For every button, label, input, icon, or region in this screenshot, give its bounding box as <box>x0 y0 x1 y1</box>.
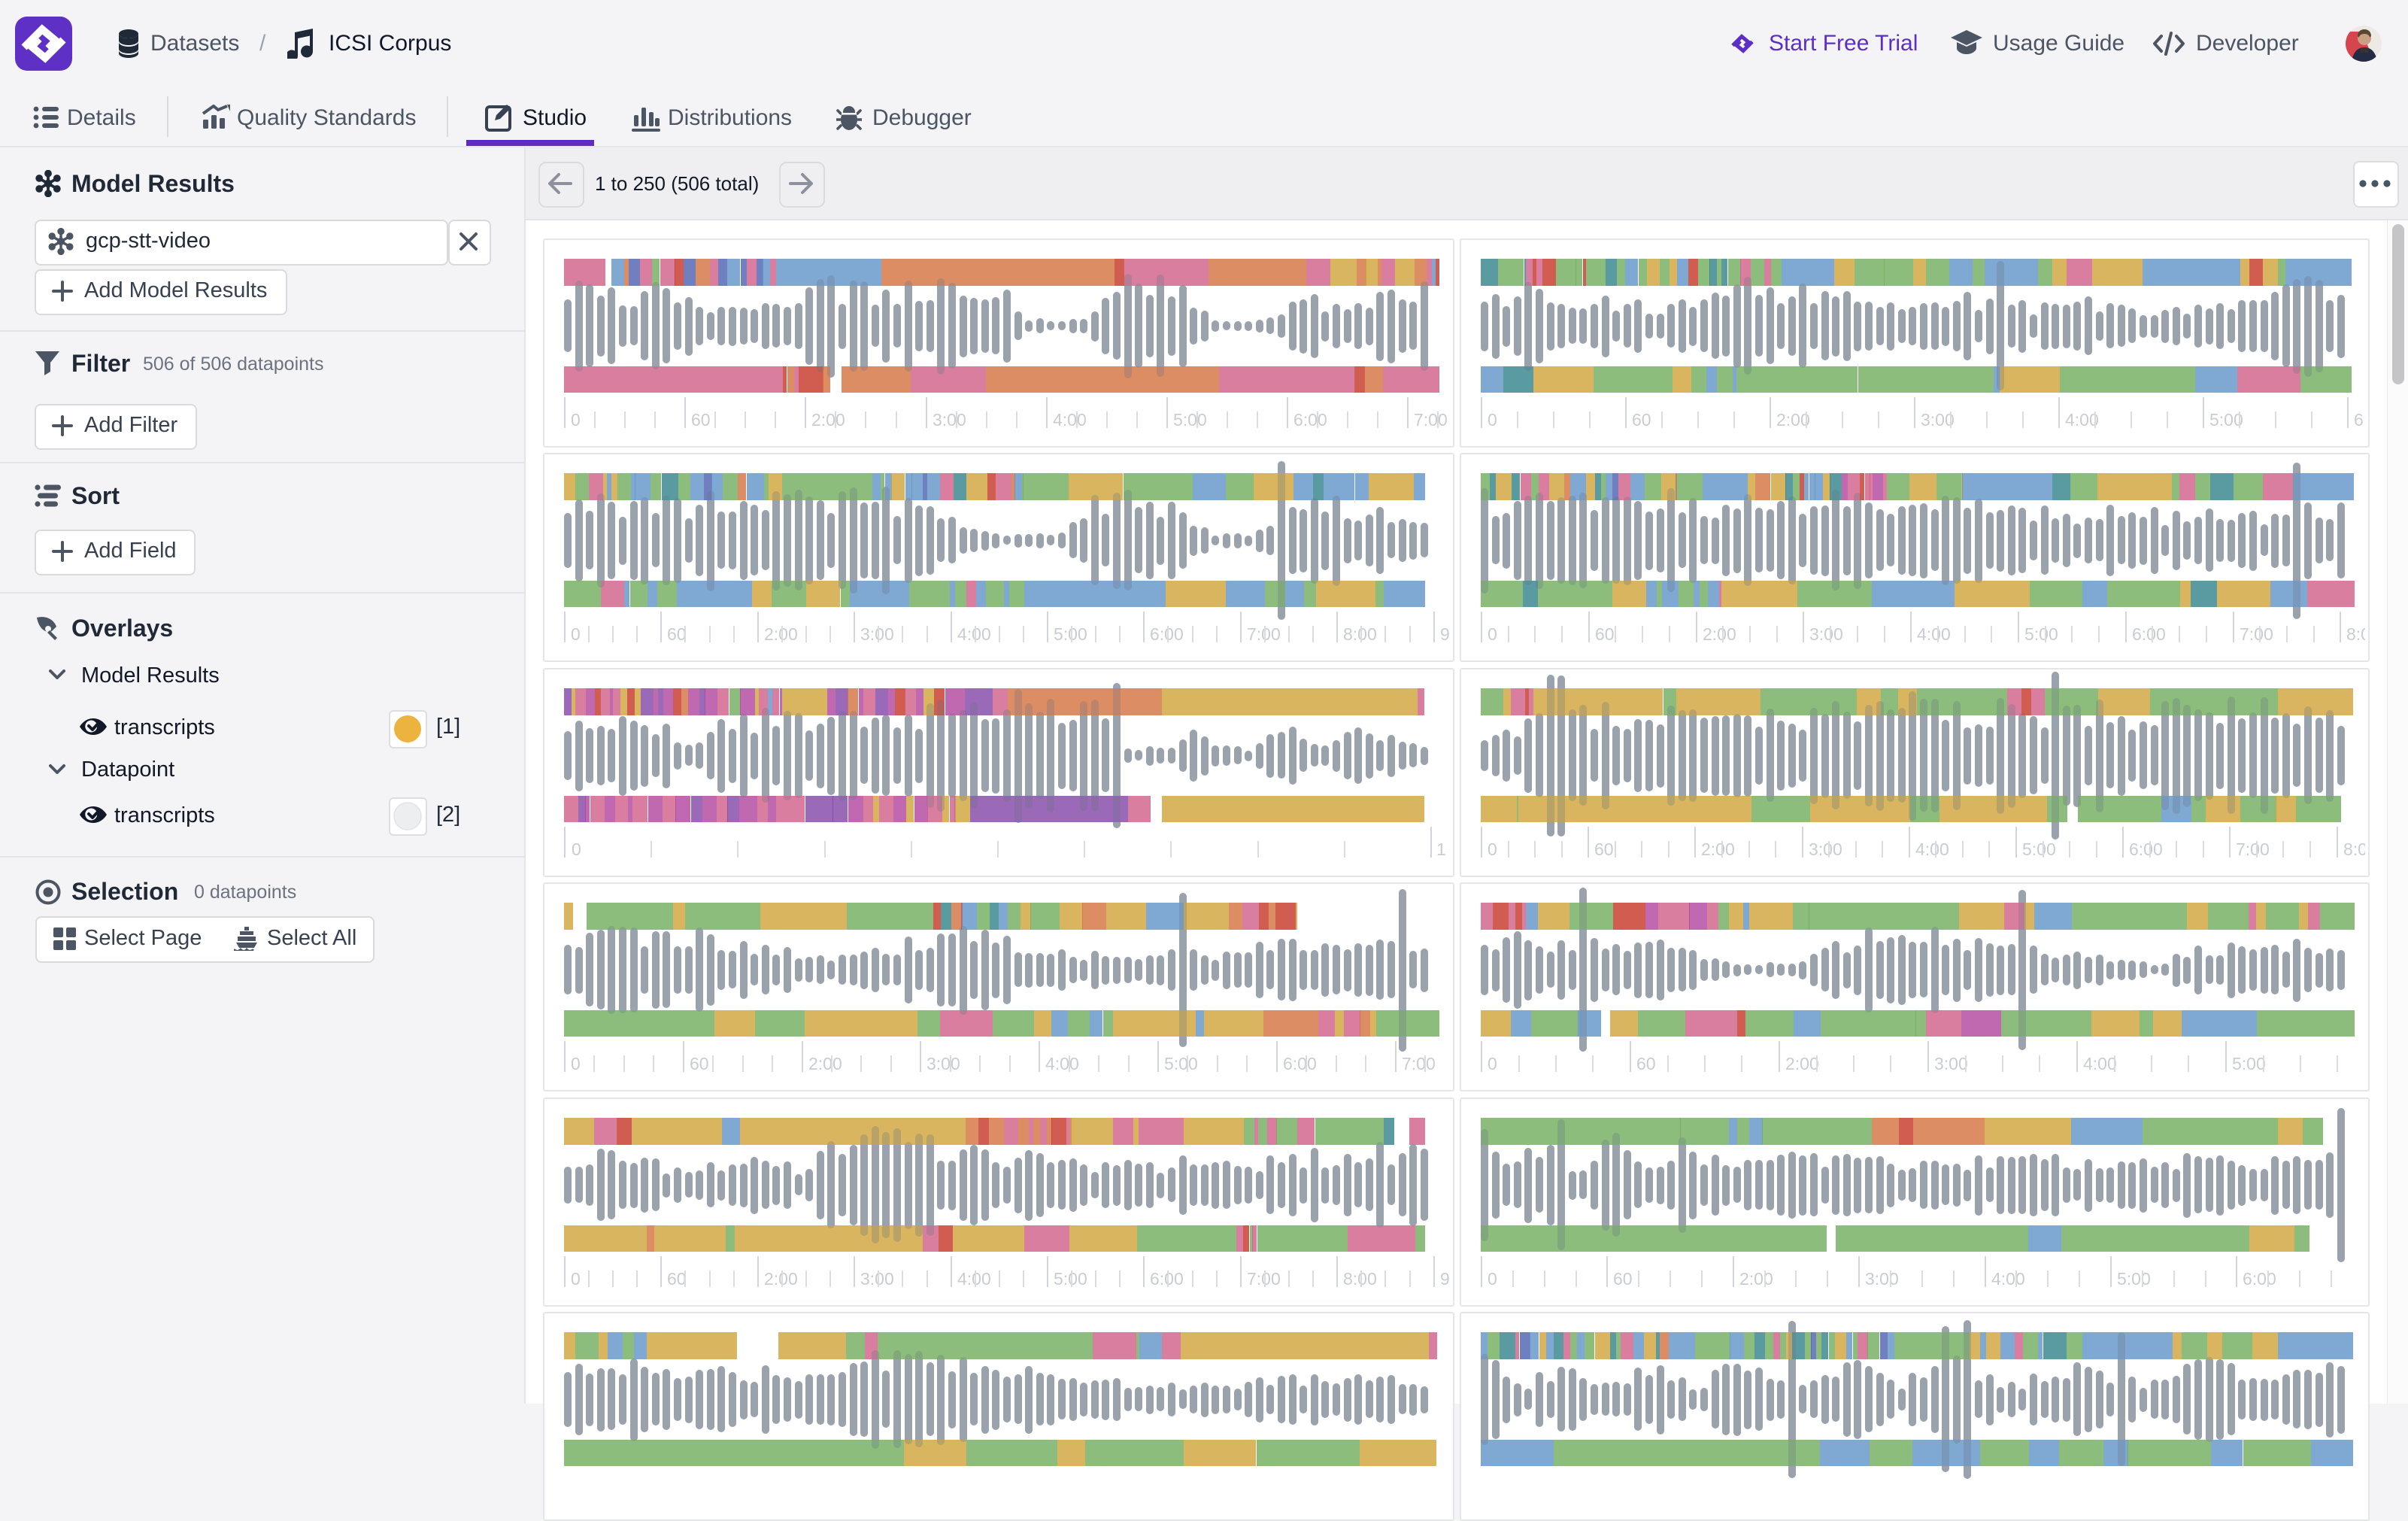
svg-text:4:00: 4:00 <box>2083 1054 2117 1073</box>
svg-text:7:00: 7:00 <box>1414 410 1448 430</box>
svg-text:1: 1 <box>1436 839 1446 859</box>
svg-text:2:00: 2:00 <box>1785 1054 1819 1073</box>
svg-text:3:00: 3:00 <box>1865 1269 1899 1289</box>
svg-text:4:00: 4:00 <box>957 1269 991 1289</box>
svg-text:6:00: 6:00 <box>2129 839 2163 859</box>
svg-text:4:00: 4:00 <box>1915 839 1949 859</box>
svg-text:7:00: 7:00 <box>1247 624 1281 644</box>
svg-text:0: 0 <box>571 624 581 644</box>
svg-text:0: 0 <box>1488 1269 1497 1289</box>
svg-text:2:00: 2:00 <box>1701 839 1735 859</box>
svg-text:0: 0 <box>571 1269 581 1289</box>
svg-text:60: 60 <box>667 624 687 644</box>
svg-text:3:00: 3:00 <box>860 624 894 644</box>
svg-text:0: 0 <box>1488 624 1497 644</box>
svg-text:3:00: 3:00 <box>1809 839 1842 859</box>
svg-text:4:00: 4:00 <box>1045 1054 1079 1073</box>
svg-text:3:00: 3:00 <box>1809 624 1843 644</box>
svg-text:2:00: 2:00 <box>1703 624 1736 644</box>
svg-text:60: 60 <box>1636 1054 1656 1073</box>
svg-text:5:00: 5:00 <box>2209 410 2243 430</box>
svg-text:9:00: 9:00 <box>1440 624 1450 644</box>
svg-text:0: 0 <box>571 1054 581 1073</box>
svg-text:7:00: 7:00 <box>1247 1269 1281 1289</box>
svg-text:60: 60 <box>1613 1269 1633 1289</box>
svg-text:5:00: 5:00 <box>1164 1054 1198 1073</box>
svg-text:0: 0 <box>571 410 581 430</box>
svg-text:5:00: 5:00 <box>2117 1269 2151 1289</box>
svg-text:60: 60 <box>1632 410 1651 430</box>
svg-text:8:00: 8:00 <box>2343 839 2365 859</box>
svg-text:5:00: 5:00 <box>1054 1269 1087 1289</box>
svg-text:5:00: 5:00 <box>2232 1054 2266 1073</box>
svg-text:7:00: 7:00 <box>2236 839 2270 859</box>
svg-text:3:00: 3:00 <box>860 1269 894 1289</box>
svg-text:2:00: 2:00 <box>811 410 845 430</box>
svg-text:0: 0 <box>1488 410 1497 430</box>
svg-text:5:00: 5:00 <box>2022 839 2056 859</box>
svg-text:0: 0 <box>1488 839 1497 859</box>
svg-text:8:00: 8:00 <box>1343 1269 1377 1289</box>
svg-text:60: 60 <box>690 1054 709 1073</box>
svg-text:6:00: 6:00 <box>2354 410 2365 430</box>
svg-text:2:00: 2:00 <box>764 1269 798 1289</box>
svg-text:5:00: 5:00 <box>1054 624 1087 644</box>
svg-text:3:00: 3:00 <box>1934 1054 1968 1073</box>
svg-text:6:00: 6:00 <box>2243 1269 2276 1289</box>
svg-text:4:00: 4:00 <box>2065 410 2099 430</box>
svg-text:4:00: 4:00 <box>1991 1269 2025 1289</box>
svg-text:2:00: 2:00 <box>1776 410 1810 430</box>
svg-text:5:00: 5:00 <box>1173 410 1207 430</box>
svg-text:3:00: 3:00 <box>933 410 966 430</box>
svg-text:7:00: 7:00 <box>1402 1054 1436 1073</box>
svg-text:4:00: 4:00 <box>1917 624 1951 644</box>
svg-text:5:00: 5:00 <box>2024 624 2058 644</box>
svg-text:6:00: 6:00 <box>1150 624 1184 644</box>
svg-text:60: 60 <box>1594 839 1614 859</box>
svg-text:2:00: 2:00 <box>808 1054 842 1073</box>
svg-text:2:00: 2:00 <box>764 624 798 644</box>
svg-text:60: 60 <box>691 410 711 430</box>
svg-text:6:00: 6:00 <box>1283 1054 1317 1073</box>
svg-text:3:00: 3:00 <box>1921 410 1955 430</box>
svg-text:6:00: 6:00 <box>1150 1269 1184 1289</box>
svg-text:8:00: 8:00 <box>1343 624 1377 644</box>
svg-text:3:00: 3:00 <box>927 1054 960 1073</box>
svg-text:6:00: 6:00 <box>1293 410 1327 430</box>
svg-text:60: 60 <box>1595 624 1615 644</box>
svg-text:8:00: 8:00 <box>2346 624 2365 644</box>
svg-text:0: 0 <box>1488 1054 1497 1073</box>
svg-text:9:00: 9:00 <box>1440 1269 1450 1289</box>
svg-text:4:00: 4:00 <box>1053 410 1087 430</box>
svg-text:2:00: 2:00 <box>1739 1269 1773 1289</box>
svg-text:6:00: 6:00 <box>2132 624 2166 644</box>
svg-text:7:00: 7:00 <box>2240 624 2273 644</box>
svg-text:0: 0 <box>572 839 581 859</box>
svg-text:4:00: 4:00 <box>957 624 991 644</box>
svg-text:60: 60 <box>667 1269 687 1289</box>
